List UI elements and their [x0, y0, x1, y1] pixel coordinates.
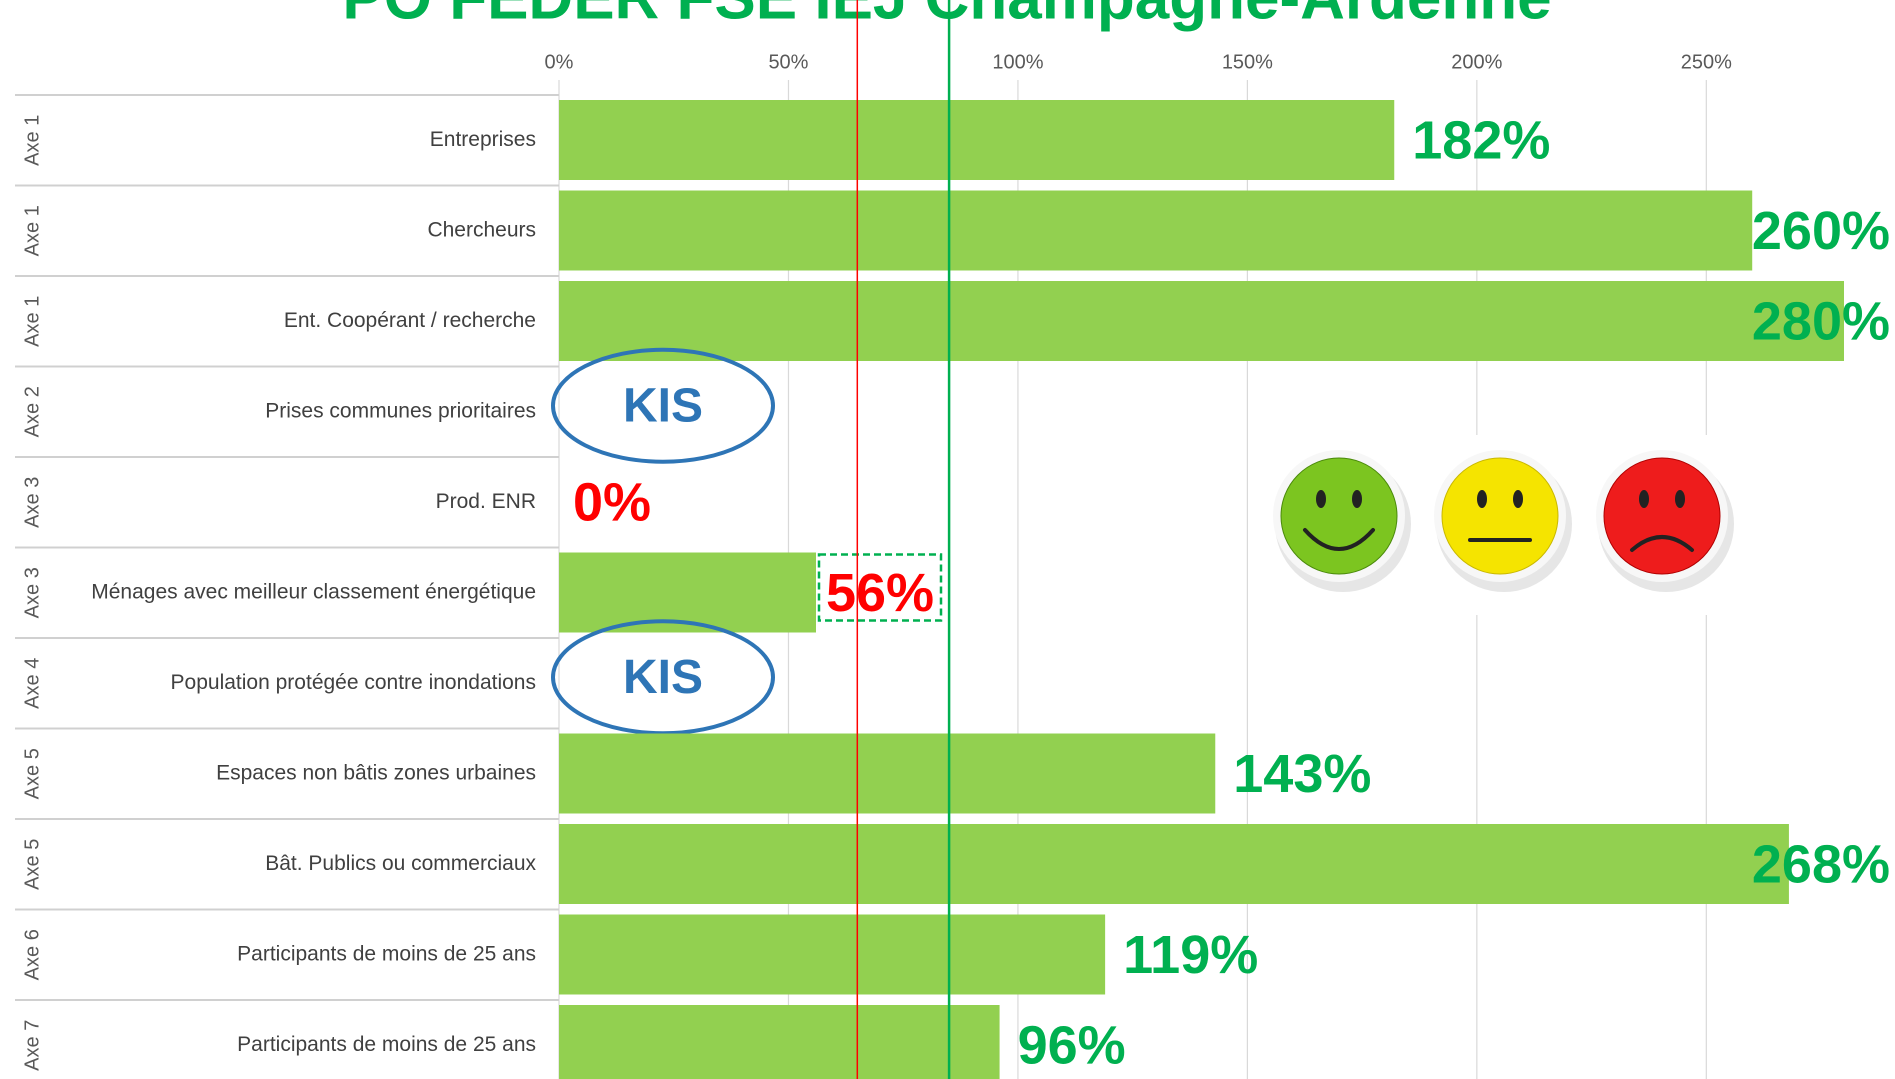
smiley-eye: [1513, 490, 1523, 508]
label-box: [817, 553, 943, 622]
bar: [559, 281, 1844, 361]
bar: [559, 1005, 1000, 1079]
bar: [559, 824, 1789, 904]
category-label: Ent. Coopérant / recherche: [284, 309, 536, 332]
value-label: 268%: [1752, 835, 1890, 895]
plot: Entreprises Axe 1 182% Chercheurs Axe 1 260% E…: [15, 0, 1890, 1079]
bar: [559, 733, 1216, 814]
smiley-eye: [1316, 490, 1326, 508]
annotation-ellipse: [551, 347, 775, 464]
value-label: 280%: [1752, 292, 1890, 352]
smiley-eye: [1477, 490, 1487, 508]
smiley-eye: [1352, 490, 1362, 508]
x-tick-label: 100%: [992, 51, 1043, 73]
category-label: Participants de moins de 25 ans: [237, 942, 536, 965]
group-label: Axe 3: [21, 477, 43, 528]
category-label: Chercheurs: [427, 218, 536, 241]
annotation: KIS: [623, 651, 703, 704]
category-label: Participants de moins de 25 ans: [237, 1033, 536, 1056]
group-label: Axe 5: [21, 839, 43, 890]
annotation: KIS: [623, 379, 703, 432]
group-label: Axe 1: [21, 296, 43, 347]
category-label: Bât. Publics ou commerciaux: [265, 852, 536, 875]
smiley-eye: [1639, 490, 1649, 508]
category-label: Population protégée contre inondations: [171, 671, 536, 694]
group-label: Axe 7: [21, 1020, 43, 1071]
smiley-mouth: [1630, 535, 1694, 552]
value-label: 56%: [826, 563, 934, 623]
x-tick-label: 200%: [1451, 51, 1502, 73]
category-label: Ménages avec meilleur classement énergét…: [91, 580, 536, 603]
smiley: [1280, 457, 1398, 575]
value-label: 260%: [1752, 201, 1890, 261]
bar: [559, 552, 816, 633]
value-label: 96%: [1018, 1016, 1126, 1076]
smiley-eye: [1675, 490, 1685, 508]
smiley-mouth: [1303, 528, 1375, 551]
x-tick-label: 50%: [768, 51, 808, 73]
value-label: 119%: [1123, 925, 1258, 985]
group-label: Axe 6: [21, 929, 43, 980]
category-label: Espaces non bâtis zones urbaines: [216, 761, 536, 784]
category-label: Prod. ENR: [436, 490, 536, 513]
x-tick-label: 0%: [545, 51, 574, 73]
group-label: Axe 4: [21, 658, 43, 709]
value-label: 0%: [573, 473, 651, 533]
category-label: Prises communes prioritaires: [265, 399, 536, 422]
x-tick-label: 250%: [1681, 51, 1732, 73]
value-label: 143%: [1233, 744, 1371, 804]
bar: [559, 914, 1106, 995]
chart-title: PO FEDER FSE IEJ Champagne-Ardenne: [342, 0, 1551, 32]
group-label: Axe 5: [21, 748, 43, 799]
smiley: [1603, 457, 1721, 575]
bar: [559, 100, 1395, 180]
annotation-ellipse: [551, 619, 775, 736]
bar: [559, 190, 1753, 271]
category-label: Entreprises: [430, 128, 536, 151]
group-label: Axe 1: [21, 115, 43, 166]
group-label: Axe 3: [21, 567, 43, 618]
group-label: Axe 1: [21, 205, 43, 256]
group-label: Axe 2: [21, 386, 43, 437]
x-tick-label: 150%: [1222, 51, 1273, 73]
value-label: 182%: [1412, 111, 1550, 171]
smiley: [1441, 457, 1559, 575]
